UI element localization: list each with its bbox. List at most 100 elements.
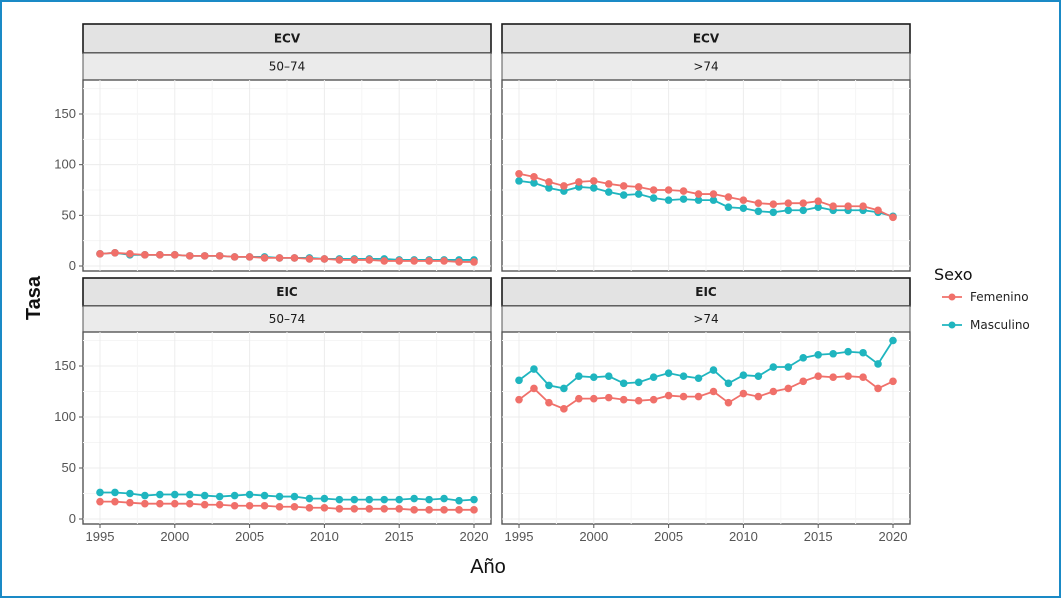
- data-point-masculino: [111, 488, 119, 497]
- y-tick-label: 50: [62, 207, 76, 222]
- data-point-femenino: [141, 251, 149, 259]
- data-point-femenino: [275, 502, 284, 511]
- data-point-masculino: [769, 208, 778, 217]
- data-point-femenino: [275, 254, 284, 262]
- data-point-femenino: [844, 372, 852, 381]
- x-tick-label: 2020: [460, 529, 489, 544]
- data-point-masculino: [141, 491, 149, 500]
- strip-bottom-box: [501, 305, 911, 333]
- data-point-masculino: [664, 196, 673, 204]
- data-point-masculino: [634, 378, 643, 387]
- strip-top-label: ECV: [693, 32, 720, 46]
- strip-top-box: [501, 277, 911, 307]
- data-point-femenino: [305, 503, 314, 512]
- data-point-femenino: [724, 193, 733, 201]
- data-point-masculino: [604, 372, 613, 381]
- legend-key-point: [948, 293, 956, 301]
- data-point-femenino: [425, 506, 433, 514]
- data-point-masculino: [200, 491, 209, 500]
- data-point-femenino: [649, 395, 658, 404]
- strip-bottom-label: 50–74: [269, 60, 306, 74]
- data-point-femenino: [230, 253, 239, 261]
- data-point-femenino: [335, 256, 344, 264]
- data-point-femenino: [260, 501, 269, 510]
- data-point-femenino: [230, 501, 239, 510]
- strip-bottom-label: >74: [693, 60, 718, 74]
- data-point-femenino: [470, 506, 478, 514]
- data-point-masculino: [96, 488, 104, 497]
- data-point-femenino: [859, 373, 867, 382]
- x-tick-label: 2020: [879, 529, 908, 544]
- x-tick-label: 2005: [654, 529, 683, 544]
- data-point-masculino: [515, 376, 523, 385]
- data-point-femenino: [575, 178, 583, 186]
- data-point-masculino: [664, 369, 673, 377]
- data-point-femenino: [859, 202, 867, 211]
- x-tick-label: 2000: [160, 529, 189, 544]
- data-point-masculino: [215, 492, 224, 501]
- x-tick-label: 2000: [579, 529, 608, 544]
- data-point-femenino: [874, 206, 882, 215]
- data-point-masculino: [530, 179, 538, 187]
- facet-panel-2: ECV >74: [501, 23, 911, 272]
- data-point-femenino: [455, 258, 463, 266]
- data-point-femenino: [126, 498, 134, 507]
- y-axis-title: Tasa: [23, 275, 45, 320]
- data-point-femenino: [515, 395, 523, 404]
- data-point-femenino: [634, 396, 643, 405]
- data-point-femenino: [395, 505, 404, 513]
- data-point-masculino: [305, 494, 314, 503]
- data-point-masculino: [440, 494, 448, 503]
- data-point-masculino: [799, 206, 808, 215]
- data-point-femenino: [604, 393, 613, 402]
- data-point-masculino: [470, 495, 478, 504]
- y-tick-label: 50: [62, 460, 76, 475]
- data-point-masculino: [694, 374, 703, 383]
- data-point-masculino: [290, 492, 299, 501]
- x-tick-label: 2015: [385, 529, 414, 544]
- data-point-femenino: [590, 177, 598, 185]
- data-point-masculino: [739, 371, 748, 379]
- data-point-masculino: [784, 363, 793, 371]
- data-point-femenino: [171, 251, 179, 259]
- data-point-femenino: [694, 392, 703, 401]
- facet-panel-1: ECV 50–74 0 50 100 150: [54, 23, 492, 273]
- data-point-femenino: [739, 196, 748, 204]
- data-point-masculino: [874, 360, 882, 368]
- data-point-femenino: [156, 499, 164, 508]
- data-point-masculino: [365, 495, 374, 504]
- data-point-masculino: [545, 381, 553, 390]
- data-point-femenino: [171, 499, 179, 508]
- data-point-femenino: [619, 395, 628, 404]
- data-point-femenino: [455, 506, 463, 514]
- y-tick-label: 100: [54, 157, 76, 172]
- data-point-femenino: [575, 394, 583, 403]
- data-point-masculino: [545, 184, 553, 192]
- x-tick-label: 1995: [505, 529, 534, 544]
- strip-top-label: EIC: [276, 285, 298, 299]
- legend-label-femenino: Femenino: [970, 290, 1029, 304]
- data-point-masculino: [245, 490, 254, 499]
- data-point-femenino: [649, 186, 658, 194]
- data-point-femenino: [545, 398, 553, 407]
- data-point-femenino: [350, 256, 359, 264]
- data-point-femenino: [290, 254, 299, 262]
- data-point-femenino: [530, 384, 538, 393]
- data-point-femenino: [709, 387, 718, 396]
- data-point-femenino: [185, 499, 194, 508]
- data-point-masculino: [590, 184, 598, 192]
- data-point-masculino: [560, 384, 568, 393]
- data-point-masculino: [649, 194, 658, 202]
- data-point-femenino: [724, 398, 733, 407]
- data-point-masculino: [709, 196, 718, 204]
- data-point-femenino: [604, 180, 613, 188]
- data-point-masculino: [814, 350, 822, 359]
- data-point-femenino: [739, 389, 748, 398]
- data-point-femenino: [590, 394, 598, 403]
- data-point-masculino: [185, 490, 194, 499]
- legend-title: Sexo: [934, 265, 972, 284]
- data-point-masculino: [739, 204, 748, 213]
- data-point-masculino: [425, 495, 433, 504]
- data-point-femenino: [829, 373, 837, 382]
- data-point-femenino: [111, 497, 119, 506]
